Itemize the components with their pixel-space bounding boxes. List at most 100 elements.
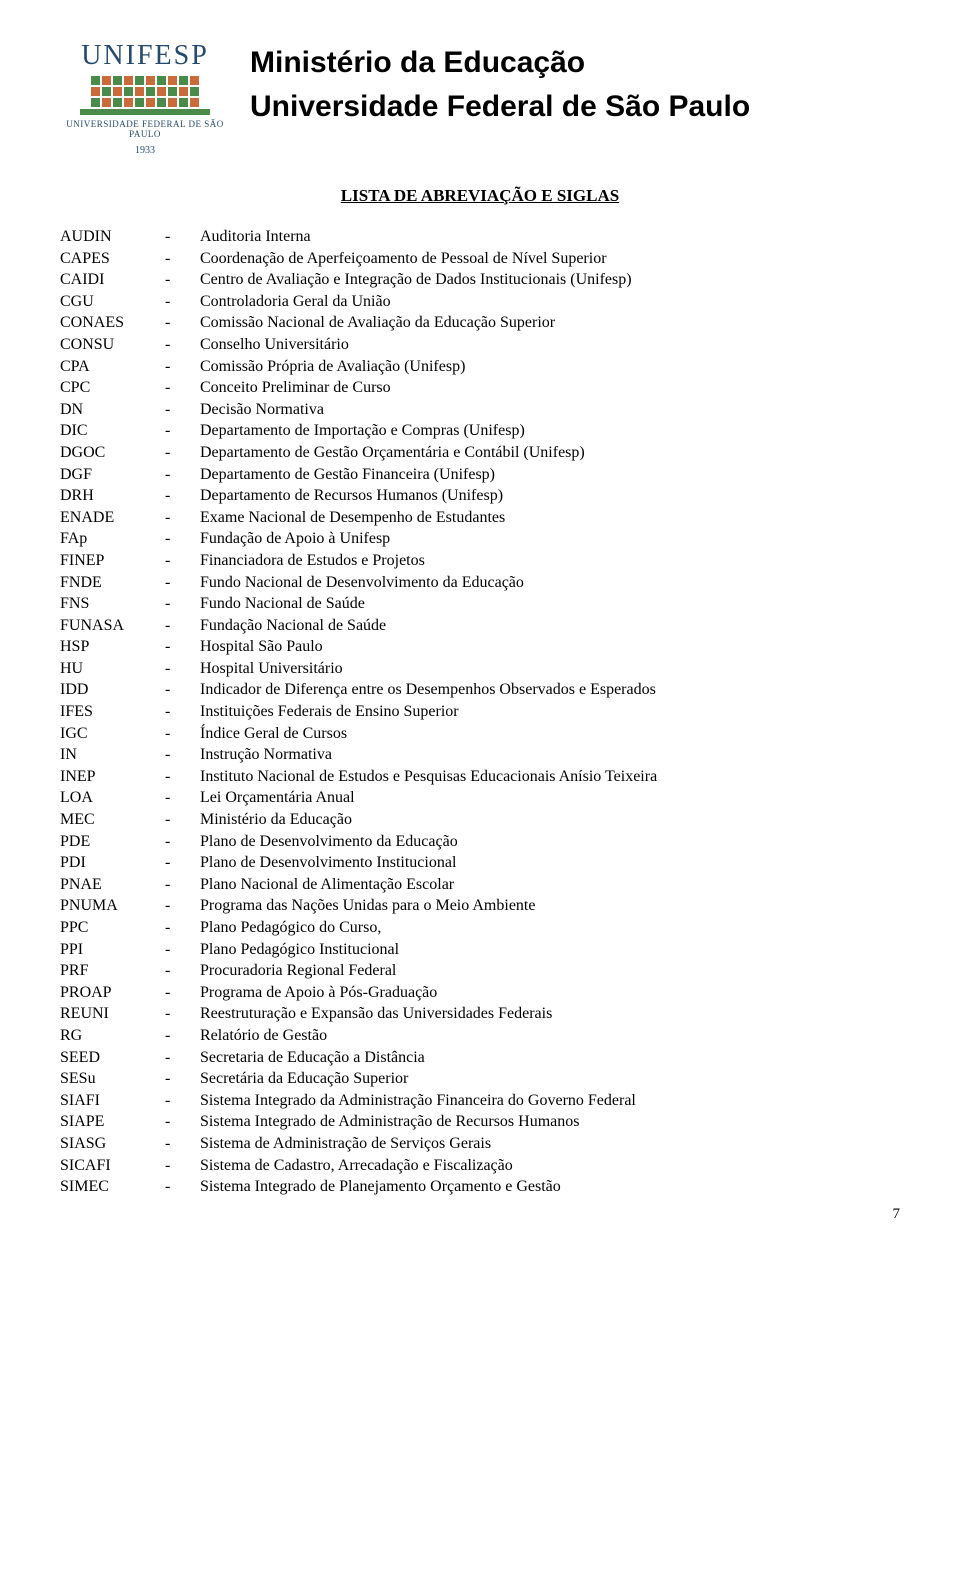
abbrev-description: Indicador de Diferença entre os Desempen… xyxy=(200,679,900,701)
abbrev-dash: - xyxy=(165,982,200,1004)
abbrev-code: SIAPE xyxy=(60,1111,165,1133)
abbrev-row: FUNASA-Fundação Nacional de Saúde xyxy=(60,615,900,637)
abbrev-description: Plano Pedagógico Institucional xyxy=(200,939,900,961)
abbrev-dash: - xyxy=(165,787,200,809)
abbrev-code: DGF xyxy=(60,464,165,486)
abbrev-dash: - xyxy=(165,550,200,572)
abbrev-row: DGOC-Departamento de Gestão Orçamentária… xyxy=(60,442,900,464)
abbrev-description: Departamento de Gestão Financeira (Unife… xyxy=(200,464,900,486)
abbrev-row: PDE-Plano de Desenvolvimento da Educação xyxy=(60,831,900,853)
abbrev-code: IDD xyxy=(60,679,165,701)
abbrev-dash: - xyxy=(165,831,200,853)
abbrev-row: PPC-Plano Pedagógico do Curso, xyxy=(60,917,900,939)
abbrev-row: CPC-Conceito Preliminar de Curso xyxy=(60,377,900,399)
page-header: UNIFESP UNIVERSIDADE FEDERAL DE SÃO PAUL… xyxy=(60,40,900,156)
abbrev-code: CGU xyxy=(60,291,165,313)
abbrev-row: FNDE-Fundo Nacional de Desenvolvimento d… xyxy=(60,572,900,594)
abbrev-dash: - xyxy=(165,636,200,658)
abbrev-row: LOA-Lei Orçamentária Anual xyxy=(60,787,900,809)
abbrev-description: Instrução Normativa xyxy=(200,744,900,766)
abbrev-description: Coordenação de Aperfeiçoamento de Pessoa… xyxy=(200,248,900,270)
abbrev-description: Auditoria Interna xyxy=(200,226,900,248)
abbrev-description: Comissão Própria de Avaliação (Unifesp) xyxy=(200,356,900,378)
abbrev-description: Sistema Integrado da Administração Finan… xyxy=(200,1090,900,1112)
abbrev-code: FAp xyxy=(60,528,165,550)
abbrev-code: SICAFI xyxy=(60,1155,165,1177)
abbrev-dash: - xyxy=(165,809,200,831)
abbrev-dash: - xyxy=(165,528,200,550)
abbrev-description: Controladoria Geral da União xyxy=(200,291,900,313)
abbrev-description: Ministério da Educação xyxy=(200,809,900,831)
abbrev-row: ENADE-Exame Nacional de Desempenho de Es… xyxy=(60,507,900,529)
logo-building-icon xyxy=(80,76,210,115)
abbrev-dash: - xyxy=(165,399,200,421)
abbrev-row: CONSU-Conselho Universitário xyxy=(60,334,900,356)
abbrev-row: PPI-Plano Pedagógico Institucional xyxy=(60,939,900,961)
abbrev-dash: - xyxy=(165,269,200,291)
abbrev-row: DGF-Departamento de Gestão Financeira (U… xyxy=(60,464,900,486)
abbrev-dash: - xyxy=(165,377,200,399)
abbrev-row: SIAPE-Sistema Integrado de Administração… xyxy=(60,1111,900,1133)
abbrev-description: Índice Geral de Cursos xyxy=(200,723,900,745)
abbrev-description: Procuradoria Regional Federal xyxy=(200,960,900,982)
abbrev-dash: - xyxy=(165,615,200,637)
abbrev-dash: - xyxy=(165,593,200,615)
abbrev-code: PROAP xyxy=(60,982,165,1004)
abbrev-row: AUDIN-Auditoria Interna xyxy=(60,226,900,248)
page-number: 7 xyxy=(893,1206,901,1223)
abbrev-dash: - xyxy=(165,960,200,982)
abbrev-dash: - xyxy=(165,917,200,939)
abbrev-row: PNAE-Plano Nacional de Alimentação Escol… xyxy=(60,874,900,896)
unifesp-logo: UNIFESP UNIVERSIDADE FEDERAL DE SÃO PAUL… xyxy=(60,40,230,156)
abbrev-code: PRF xyxy=(60,960,165,982)
abbrev-code: CPA xyxy=(60,356,165,378)
abbrev-dash: - xyxy=(165,1155,200,1177)
abbrev-dash: - xyxy=(165,464,200,486)
abbrev-code: PNAE xyxy=(60,874,165,896)
abbrev-description: Programa das Nações Unidas para o Meio A… xyxy=(200,895,900,917)
abbrev-code: SIASG xyxy=(60,1133,165,1155)
abbrev-description: Lei Orçamentária Anual xyxy=(200,787,900,809)
abbrev-description: Relatório de Gestão xyxy=(200,1025,900,1047)
abbrev-row: CPA-Comissão Própria de Avaliação (Unife… xyxy=(60,356,900,378)
abbrev-description: Secretária da Educação Superior xyxy=(200,1068,900,1090)
abbrev-code: AUDIN xyxy=(60,226,165,248)
abbrev-dash: - xyxy=(165,291,200,313)
abbrev-row: HU-Hospital Universitário xyxy=(60,658,900,680)
abbrev-row: SICAFI-Sistema de Cadastro, Arrecadação … xyxy=(60,1155,900,1177)
abbrev-dash: - xyxy=(165,1068,200,1090)
abbrev-code: FNDE xyxy=(60,572,165,594)
abbrev-dash: - xyxy=(165,939,200,961)
abbreviation-list: AUDIN-Auditoria InternaCAPES-Coordenação… xyxy=(60,226,900,1198)
document-page: UNIFESP UNIVERSIDADE FEDERAL DE SÃO PAUL… xyxy=(0,0,960,1238)
abbrev-dash: - xyxy=(165,895,200,917)
abbrev-code: MEC xyxy=(60,809,165,831)
abbrev-description: Decisão Normativa xyxy=(200,399,900,421)
abbrev-description: Instituições Federais de Ensino Superior xyxy=(200,701,900,723)
abbrev-code: SEED xyxy=(60,1047,165,1069)
abbrev-description: Reestruturação e Expansão das Universida… xyxy=(200,1003,900,1025)
abbrev-description: Conceito Preliminar de Curso xyxy=(200,377,900,399)
abbrev-row: MEC-Ministério da Educação xyxy=(60,809,900,831)
abbrev-code: SESu xyxy=(60,1068,165,1090)
abbrev-description: Fundo Nacional de Saúde xyxy=(200,593,900,615)
abbrev-row: CAPES-Coordenação de Aperfeiçoamento de … xyxy=(60,248,900,270)
abbrev-code: PNUMA xyxy=(60,895,165,917)
abbrev-code: DN xyxy=(60,399,165,421)
abbrev-code: SIAFI xyxy=(60,1090,165,1112)
abbrev-description: Sistema de Administração de Serviços Ger… xyxy=(200,1133,900,1155)
abbrev-row: PNUMA-Programa das Nações Unidas para o … xyxy=(60,895,900,917)
abbrev-row: SIMEC-Sistema Integrado de Planejamento … xyxy=(60,1176,900,1198)
abbrev-dash: - xyxy=(165,334,200,356)
abbrev-description: Sistema Integrado de Administração de Re… xyxy=(200,1111,900,1133)
abbrev-row: SIASG-Sistema de Administração de Serviç… xyxy=(60,1133,900,1155)
abbrev-dash: - xyxy=(165,1176,200,1198)
abbrev-row: SEED-Secretaria de Educação a Distância xyxy=(60,1047,900,1069)
abbrev-dash: - xyxy=(165,226,200,248)
abbrev-dash: - xyxy=(165,1025,200,1047)
abbrev-row: REUNI-Reestruturação e Expansão das Univ… xyxy=(60,1003,900,1025)
abbrev-code: ENADE xyxy=(60,507,165,529)
abbrev-code: CPC xyxy=(60,377,165,399)
abbrev-code: PPC xyxy=(60,917,165,939)
abbrev-row: DN-Decisão Normativa xyxy=(60,399,900,421)
